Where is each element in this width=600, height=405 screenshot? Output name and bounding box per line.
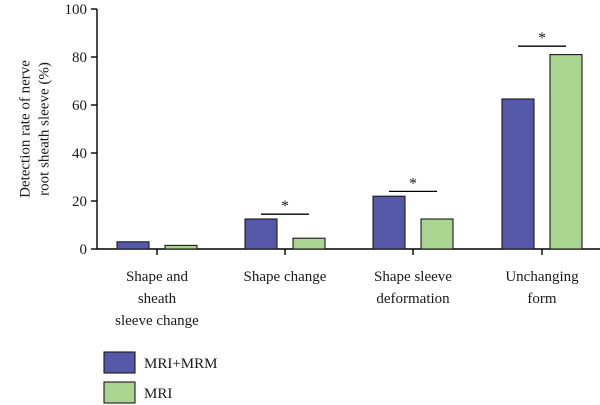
x-tick-label-line: form: [527, 291, 556, 307]
y-axis-title: Detection rate of nerve root sheath sleev…: [18, 60, 53, 198]
y-tick-label: 40: [72, 146, 87, 162]
x-tick-label: Shape and sheath sleeve change: [115, 269, 199, 329]
x-tick-label-line: deformation: [376, 291, 450, 307]
x-tick-label: Shape sleeve deformation: [374, 269, 452, 307]
x-tick-label: Unchanging form: [505, 269, 579, 307]
significance-label: *: [538, 30, 546, 47]
x-tick-label-line: Unchanging: [505, 269, 579, 285]
y-tick-label: 60: [72, 98, 87, 114]
y-tick-label: 80: [72, 50, 87, 66]
category-labels: Shape and sheath sleeve change Shape change…: [115, 269, 579, 329]
bar: [116, 241, 150, 250]
bar: [164, 244, 198, 250]
y-tick-label: 0: [80, 242, 88, 258]
bar: [549, 54, 583, 250]
x-tick-label-line: Shape sleeve: [374, 269, 452, 285]
bar: [372, 195, 406, 250]
significance-markers: * * *: [261, 30, 566, 215]
x-tick-label: Shape change: [244, 269, 327, 285]
legend: MRI+MRM MRI: [103, 351, 217, 404]
x-tick-label-line: sheath: [138, 291, 177, 307]
bar: [244, 218, 278, 250]
y-axis-label: Detection rate of nerve root sheath sleev…: [18, 60, 53, 198]
legend-label: MRI+MRM: [144, 356, 217, 372]
x-tick-label-line: Shape change: [244, 269, 327, 285]
x-axis: [97, 248, 600, 255]
bar: [292, 237, 326, 250]
bar: [501, 98, 535, 250]
significance-label: *: [409, 175, 417, 192]
y-axis-title-line: Detection rate of nerve: [18, 60, 34, 198]
x-tick-label-line: sleeve change: [115, 313, 199, 329]
y-axis-title-line: root sheath sleeve (%): [36, 62, 52, 196]
y-tick-label: 100: [65, 2, 88, 18]
bars: [116, 54, 583, 250]
legend-swatch: [103, 351, 136, 374]
y-tick-label: 20: [72, 194, 87, 210]
y-axis: 0 20 40 60 80 100: [65, 2, 98, 258]
x-tick-label-line: Shape and: [126, 269, 189, 285]
legend-label: MRI: [144, 386, 172, 402]
legend-swatch: [103, 381, 136, 404]
significance-label: *: [281, 198, 289, 215]
bar: [420, 218, 454, 250]
